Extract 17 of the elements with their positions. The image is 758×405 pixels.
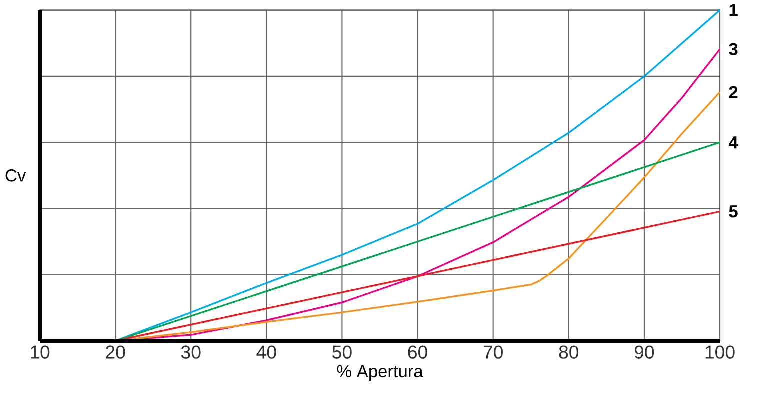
x-tick-label: 90 bbox=[634, 346, 654, 359]
series-label: 3 bbox=[729, 43, 738, 56]
x-tick-label: 10 bbox=[31, 346, 50, 359]
series-label: 2 bbox=[729, 86, 738, 98]
series-label: 1 bbox=[730, 4, 738, 16]
x-tick-label: 40 bbox=[256, 346, 276, 359]
y-axis-title: Cv bbox=[6, 170, 26, 182]
x-tick-label: 50 bbox=[332, 346, 352, 359]
x-tick-label: 70 bbox=[484, 346, 503, 359]
series-label: 4 bbox=[728, 136, 738, 149]
x-tick-label: 60 bbox=[408, 346, 428, 359]
x-tick-label: 30 bbox=[181, 346, 201, 359]
x-tick-label: 100 bbox=[706, 346, 735, 359]
x-tick-label: 80 bbox=[559, 346, 579, 359]
series-label: 5 bbox=[729, 206, 738, 218]
x-axis-title: % Apertura bbox=[337, 365, 424, 382]
x-tick-label: 20 bbox=[106, 346, 126, 359]
